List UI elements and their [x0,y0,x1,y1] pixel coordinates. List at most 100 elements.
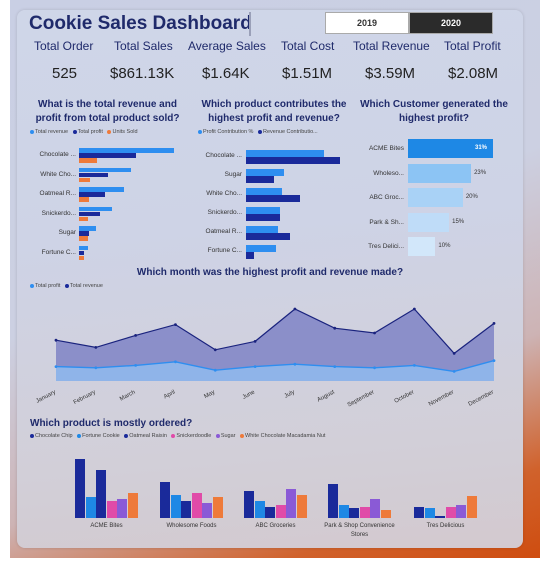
order-bar [127,493,138,518]
order-bar [286,489,296,518]
bar-units-sold [79,216,88,221]
bar-total-revenue [79,148,174,153]
category-label: Sugar [58,229,76,236]
customer-profit-bar [408,188,463,207]
customer-label: Park & Shop Convenience Stores [324,523,395,538]
year-2019-button[interactable]: 2019 [325,12,409,34]
monthly-title: Which month was the highest profit and r… [136,267,404,278]
order-bar [359,506,370,518]
bar-revenue-contribution [246,252,254,259]
order-bar [296,495,307,518]
order-bar [370,498,380,518]
legend-item: Revenue Contributio... [262,129,318,135]
bar-units-sold [79,177,90,182]
revenue-point [373,331,376,335]
order-bar [160,481,170,518]
order-bar [466,496,477,518]
revenue-point [253,340,257,343]
profit-contribution-title: Which product contributes the highest pr… [201,99,347,124]
revenue-point [94,346,98,349]
kpi-total-sales-label: Total Sales [114,39,173,53]
category-label: Oatmeal R... [205,228,242,235]
legend-dot [30,283,34,288]
category-label: Snickerdo... [207,209,242,216]
order-bar [328,483,338,518]
order-bar [191,493,202,518]
month-tick-label: November [428,389,455,407]
category-label: ACME Bites [368,145,404,152]
revenue-point [213,348,217,352]
order-bar [435,516,445,518]
customer-label: ABC Groceries [255,523,296,529]
profit-line [55,359,495,373]
bar-total-revenue [79,206,112,211]
month-tick-label: September [347,389,376,408]
legend-item: Oatmeal Raisin [129,433,167,439]
category-label: Sugar [224,171,242,178]
category-label: Fortune C... [207,247,242,254]
month-tick-label: January [35,389,57,404]
month-tick-label: June [242,389,257,401]
legend-dot [198,129,202,134]
month-tick-label: May [203,389,216,400]
legend-item: Profit Contribution % [203,129,254,135]
order-bar [338,504,349,518]
legend-item: White Chocolate Macadamia Nut [245,433,326,439]
profit-point [452,370,456,373]
bar-revenue-contribution [246,157,340,164]
dashboard-panel [17,10,523,548]
order-bar [456,504,466,518]
legend-item: Total profit [35,283,61,289]
revenue-point [412,307,416,311]
category-label: Chocolate ... [39,151,77,158]
category-label: Tres Delici... [368,243,404,250]
bar-total-profit [79,231,89,236]
order-bar [349,508,359,518]
category-label: Chocolate ... [205,152,243,159]
data-label: 23% [474,169,487,176]
legend-dot [240,433,245,438]
revenue-point [333,326,337,330]
order-bar [380,510,391,518]
order-bar [181,500,191,518]
legend-dot [64,283,69,288]
profit-point [333,365,337,368]
category-label: White Cho... [206,190,242,197]
bar-revenue-contribution [246,233,290,240]
customer-label: Tres Delicious [426,523,465,529]
order-bar [85,497,96,518]
bar-profit-contribution [246,188,282,195]
category-label: Fortune C... [41,248,76,256]
year-2020-button[interactable]: 2020 [409,12,493,34]
profit-point [492,359,496,362]
month-tick-label: April [163,389,176,400]
order-bar [212,497,223,518]
kpi-total-profit-label: Total Profit [444,39,501,53]
dashboard-title: Cookie Sales Dashboard [29,13,252,34]
profit-point [54,365,58,368]
bar-profit-contribution [246,226,278,233]
bar-profit-contribution [246,150,324,157]
legend-item: Fortune Cookie [82,433,120,439]
legend-dot [171,433,176,438]
bar-revenue-contribution [246,176,274,183]
order-bar [254,500,265,518]
revenue-point [54,338,58,342]
kpi-average-sales-value: $1.64K [202,65,250,82]
legend-dot [215,433,220,438]
revenue-profit-title: What is the total revenue and profit fro… [35,99,180,124]
revenue-point [293,307,297,311]
month-tick-label: July [284,389,296,399]
bar-units-sold [79,158,97,163]
legend-dot [77,433,82,438]
data-label: 15% [452,218,465,225]
bar-total-revenue [79,187,124,192]
profit-point [94,366,98,370]
legend-dot [124,433,129,438]
order-bar [445,506,456,518]
kpi-total-cost-value: $1.51M [282,65,333,82]
category-label: Snickerdo... [41,209,76,217]
category-label: Wholeso... [373,169,404,177]
kpi-total-profit-value: $2.08M [448,65,499,82]
month-tick-label: December [468,389,495,407]
